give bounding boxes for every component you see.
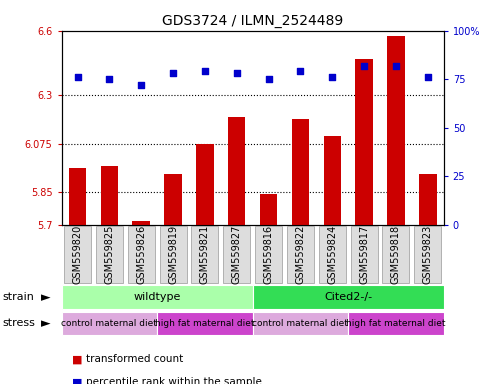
Text: GSM559821: GSM559821	[200, 225, 210, 284]
Bar	[133, 222, 150, 225]
Bar	[228, 117, 246, 225]
FancyBboxPatch shape	[128, 226, 155, 283]
Point	[137, 82, 145, 88]
Text: GSM559827: GSM559827	[232, 225, 242, 284]
Bar	[323, 136, 341, 225]
Text: GSM559823: GSM559823	[423, 225, 433, 284]
Point	[233, 70, 241, 76]
FancyBboxPatch shape	[64, 226, 91, 283]
FancyBboxPatch shape	[255, 226, 282, 283]
Text: stress: stress	[2, 318, 35, 328]
Bar	[69, 167, 86, 225]
Text: GSM559816: GSM559816	[264, 225, 274, 284]
FancyBboxPatch shape	[287, 226, 314, 283]
Bar	[387, 36, 405, 225]
FancyBboxPatch shape	[414, 226, 441, 283]
Bar	[196, 144, 213, 225]
Text: ■: ■	[71, 377, 82, 384]
Bar	[260, 194, 278, 225]
Text: GSM559822: GSM559822	[295, 225, 306, 284]
Text: GSM559824: GSM559824	[327, 225, 337, 284]
Text: ■: ■	[71, 354, 82, 364]
Point	[424, 74, 432, 80]
FancyBboxPatch shape	[319, 226, 346, 283]
FancyBboxPatch shape	[223, 226, 250, 283]
Point	[296, 68, 304, 74]
Text: GSM559826: GSM559826	[136, 225, 146, 284]
Text: Cited2-/-: Cited2-/-	[324, 292, 372, 302]
Text: GSM559818: GSM559818	[391, 225, 401, 284]
Point	[392, 63, 400, 69]
FancyBboxPatch shape	[62, 311, 157, 335]
Bar	[419, 174, 436, 225]
FancyBboxPatch shape	[160, 226, 186, 283]
Point	[106, 76, 113, 82]
FancyBboxPatch shape	[383, 226, 410, 283]
FancyBboxPatch shape	[62, 285, 252, 309]
Text: control maternal diet: control maternal diet	[252, 319, 349, 328]
Point	[201, 68, 209, 74]
Point	[360, 63, 368, 69]
Bar	[355, 59, 373, 225]
Text: strain: strain	[2, 292, 35, 302]
Text: GSM559819: GSM559819	[168, 225, 178, 284]
Text: high fat maternal diet: high fat maternal diet	[155, 319, 255, 328]
Bar	[164, 174, 182, 225]
FancyBboxPatch shape	[351, 226, 378, 283]
Text: GSM559817: GSM559817	[359, 225, 369, 284]
FancyBboxPatch shape	[157, 311, 252, 335]
FancyBboxPatch shape	[252, 285, 444, 309]
Text: transformed count: transformed count	[86, 354, 183, 364]
Text: wildtype: wildtype	[134, 292, 181, 302]
Bar	[101, 167, 118, 225]
FancyBboxPatch shape	[96, 226, 123, 283]
Title: GDS3724 / ILMN_2524489: GDS3724 / ILMN_2524489	[162, 14, 343, 28]
Text: percentile rank within the sample: percentile rank within the sample	[86, 377, 262, 384]
FancyBboxPatch shape	[191, 226, 218, 283]
Bar	[292, 119, 309, 225]
Point	[169, 70, 177, 76]
FancyBboxPatch shape	[348, 311, 444, 335]
Point	[328, 74, 336, 80]
Text: GSM559820: GSM559820	[72, 225, 82, 284]
Text: ►: ►	[40, 317, 50, 330]
Text: control maternal diet: control maternal diet	[62, 319, 157, 328]
FancyBboxPatch shape	[252, 311, 348, 335]
Point	[73, 74, 81, 80]
Point	[265, 76, 273, 82]
Text: high fat maternal diet: high fat maternal diet	[346, 319, 446, 328]
Text: GSM559825: GSM559825	[105, 225, 114, 284]
Text: ►: ►	[40, 291, 50, 304]
